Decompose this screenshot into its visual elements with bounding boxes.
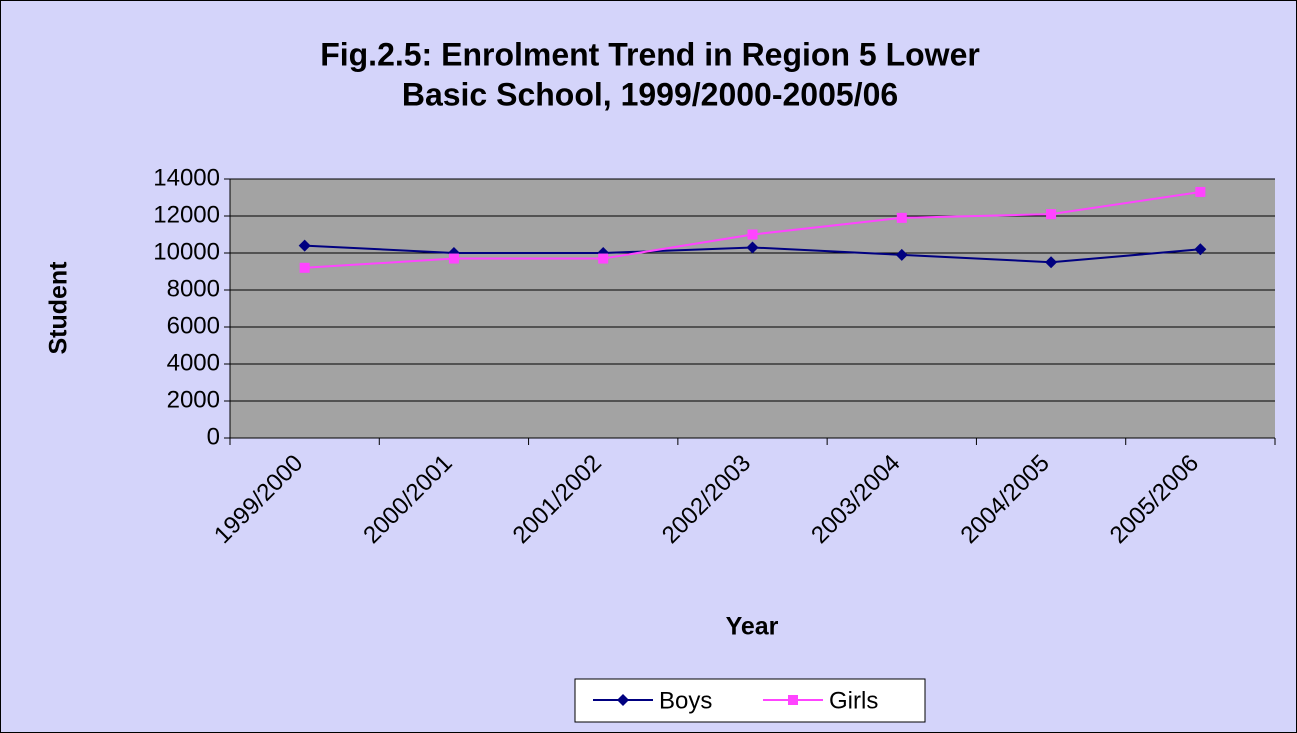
- chart-title: Basic School, 1999/2000-2005/06: [402, 76, 898, 112]
- legend-label: Boys: [659, 687, 712, 714]
- y-tick-label: 10000: [153, 238, 220, 265]
- marker: [747, 229, 758, 240]
- y-tick-label: 12000: [153, 201, 220, 228]
- marker: [896, 212, 907, 223]
- marker: [1046, 209, 1057, 220]
- y-tick-label: 6000: [167, 312, 220, 339]
- y-axis-title: Student: [45, 261, 73, 355]
- marker: [598, 253, 609, 264]
- y-tick-label: 4000: [167, 349, 220, 376]
- y-tick-label: 0: [207, 423, 220, 450]
- marker: [788, 695, 798, 705]
- marker: [617, 694, 629, 706]
- marker: [299, 262, 310, 273]
- y-tick-label: 14000: [153, 164, 220, 191]
- marker: [298, 239, 311, 252]
- legend-label: Girls: [829, 687, 878, 714]
- plot-area: [230, 179, 1275, 438]
- y-tick-label: 8000: [167, 275, 220, 302]
- marker: [448, 253, 459, 264]
- legend: Boys Girls: [574, 678, 926, 723]
- chart-title: Fig.2.5: Enrolment Trend in Region 5 Low…: [320, 36, 980, 72]
- marker: [1045, 256, 1058, 269]
- y-tick-label: 2000: [167, 386, 220, 413]
- marker: [1195, 186, 1206, 197]
- marker: [895, 248, 908, 261]
- marker: [746, 241, 759, 254]
- marker: [1194, 243, 1207, 256]
- x-axis-title: Year: [726, 613, 779, 641]
